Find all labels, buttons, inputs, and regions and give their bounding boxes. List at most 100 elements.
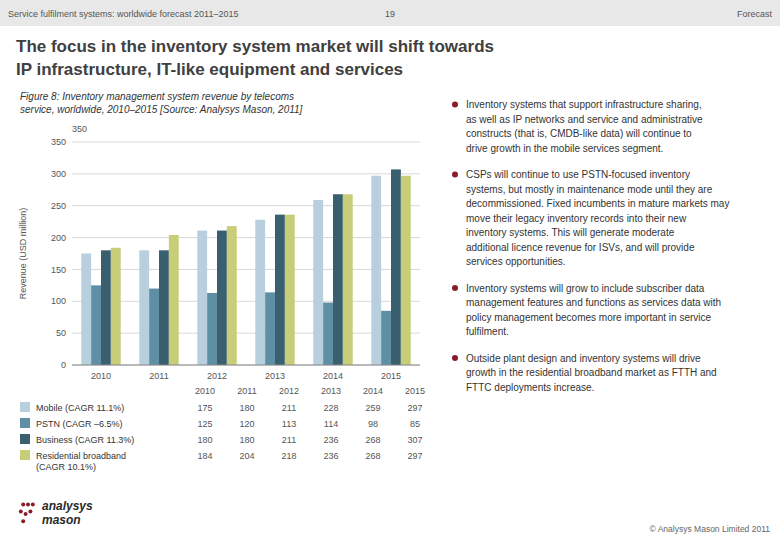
legend-value: 259 [365,403,380,413]
text-line: as well as IP networks and service and a… [466,114,703,125]
headline: The focus in the inventory system market… [16,37,494,56]
bar [285,215,295,365]
copyright: © Analysys Mason Limited 2011 [650,524,771,534]
legend-value: 297 [407,451,422,461]
grid-line [72,205,420,206]
bar [391,169,401,365]
grid-line [72,269,420,270]
grid-line [72,333,420,334]
legend-value: 184 [197,451,212,461]
bullet-text: Inventory systems that support infrastru… [466,99,703,154]
y-tick-label: 350 [51,137,66,147]
page: Service fulfilment systems: worldwide fo… [0,0,780,540]
legend-value: 228 [323,403,338,413]
text-line: Outside plant design and inventory syste… [466,353,701,364]
bar [343,194,353,365]
logo-dot [31,502,35,506]
bar [227,226,237,365]
bar [149,289,159,365]
legend-value: 180 [197,435,212,445]
bar [323,303,333,365]
logo-dot [21,519,25,523]
bullet-dot [452,355,458,361]
text-line: Inventory systems will grow to include s… [466,283,705,294]
text-line: PSTN (CAGR –6.5%) [36,419,123,429]
text-line: (CAGR 10.1%) [36,462,96,472]
bullet-text: Inventory systems will grow to include s… [466,283,721,338]
legend-value: 268 [365,435,380,445]
bullet-text: CSPs will continue to use PSTN-focused i… [466,169,729,267]
header-text: Service fulfilment systems: worldwide fo… [8,9,238,19]
grid-line [72,365,420,366]
text-line: Figure 8: Inventory management system re… [20,91,294,102]
grid-line [72,301,420,302]
legend-label: Mobile (CAGR 11.1%) [36,403,124,413]
text-line: FTTC deployments increase. [466,382,594,393]
legend-value: 120 [239,419,254,429]
text-line: Mobile (CAGR 11.1%) [36,403,124,413]
legend-value: 180 [239,403,254,413]
bar [401,176,411,365]
header-bar [0,0,780,26]
bar [169,235,179,365]
bar [333,194,343,365]
bar [265,292,275,365]
text-line: drive growth in the mobile services segm… [466,143,663,154]
bar [91,285,101,365]
bullet-dot [452,285,458,291]
legend-value: 85 [410,419,420,429]
bar [197,231,207,365]
bullet-text: Outside plant design and inventory syste… [466,353,717,393]
text-line: Inventory systems that support infrastru… [466,99,702,110]
legend-value: 98 [368,419,378,429]
bar [313,200,323,365]
text-line: move their legacy inventory records into… [466,213,687,224]
legend-value: 297 [407,403,422,413]
x-tick-label: 2011 [149,371,168,381]
y-tick-label: 300 [51,169,66,179]
legend-year: 2010 [195,386,215,396]
legend-value: 125 [197,419,212,429]
bar [207,293,217,365]
y-tick-label: 0 [61,360,66,370]
logo-text: analysys [42,499,93,513]
text-line: service, worldwide, 2010–2015 [Source: A… [20,104,303,115]
logo-dot [28,510,32,514]
grid-line [72,237,420,238]
bullet: Inventory systems will grow to include s… [452,283,721,338]
y-tick-label: 100 [51,296,66,306]
legend-value: 114 [324,419,338,429]
x-tick-label: 2012 [207,371,227,381]
legend-label: Residential broadband(CAGR 10.1%) [36,451,126,472]
legend-value: 268 [365,451,380,461]
legend-year: 2012 [279,386,299,396]
bar [381,311,391,365]
legend-value: 180 [239,435,254,445]
text-line: Business (CAGR 11.3%) [36,435,134,445]
text-line: policy management becomes more important… [466,312,712,323]
header-text: Forecast [737,9,773,19]
header-text: 19 [385,9,395,19]
logo-dot [24,512,28,516]
bar [159,250,169,365]
text-line: decommissioned. Fixed incumbents in matu… [466,198,729,209]
logo-dot [21,502,25,506]
bar [371,176,381,365]
bar [101,250,111,365]
text-line: growth in the residential broadband mark… [466,367,717,378]
legend-year: 2013 [321,386,341,396]
legend-value: 236 [323,435,338,445]
legend-label: PSTN (CAGR –6.5%) [36,419,123,429]
legend-value: 175 [197,403,212,413]
grid [72,142,420,365]
text-line: services opportunities. [466,256,566,267]
x-axis-line [72,365,420,366]
text-line: Residential broadband [36,451,126,461]
bars [81,169,410,365]
legend-value: 307 [407,435,422,445]
grid-line [72,142,420,143]
text-line: inventory systems. This will generate mo… [466,227,675,238]
logo-dot [19,510,23,514]
grid-line [72,173,420,174]
x-tick-label: 2010 [91,371,111,381]
